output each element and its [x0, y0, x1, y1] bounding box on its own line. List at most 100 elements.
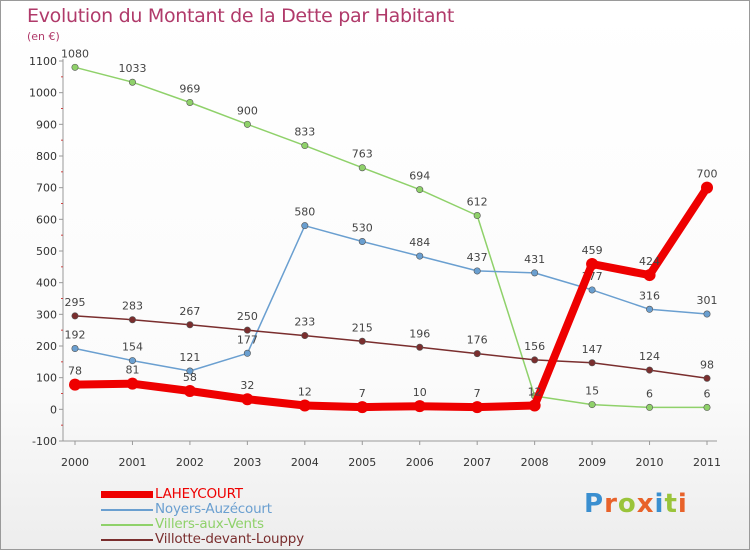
logo-letter: i	[654, 489, 665, 519]
data-label: 10	[413, 386, 427, 399]
data-point	[71, 63, 79, 71]
data-label: 156	[524, 340, 545, 353]
data-label: 215	[352, 321, 373, 334]
data-point	[531, 269, 539, 277]
data-point	[183, 384, 196, 397]
data-point	[358, 337, 366, 345]
data-point	[588, 286, 596, 294]
data-point	[243, 326, 251, 334]
data-label: 192	[65, 329, 86, 342]
data-point	[646, 366, 654, 374]
logo-letter: r	[604, 489, 618, 519]
data-point	[416, 252, 424, 260]
legend-swatch	[101, 539, 153, 541]
data-label: 98	[700, 358, 714, 371]
series-line-noyers-auzecourt	[74, 224, 708, 372]
data-point	[473, 267, 481, 275]
data-label: 6	[646, 387, 653, 400]
data-label: 484	[409, 236, 430, 249]
y-tick-label: 0	[50, 403, 57, 416]
y-unit-label: (en €)	[27, 30, 60, 43]
data-label: 295	[65, 296, 86, 309]
data-label: 431	[524, 253, 545, 266]
data-label: 424	[639, 255, 660, 268]
data-label: 301	[697, 294, 718, 307]
y-tick-label: 100	[36, 372, 57, 385]
legend-label: LAHEYCOURT	[155, 486, 243, 502]
data-label: 147	[582, 343, 603, 356]
x-tick-label: 2000	[61, 456, 89, 469]
data-label: 154	[122, 341, 143, 354]
data-point	[703, 310, 711, 318]
data-label: 437	[467, 251, 488, 264]
data-point	[646, 403, 654, 411]
x-tick-label: 2009	[578, 456, 606, 469]
data-point	[586, 257, 599, 270]
logo-letter: o	[617, 489, 637, 519]
data-label: 233	[294, 316, 315, 329]
data-point	[473, 212, 481, 220]
data-point	[358, 238, 366, 246]
data-point	[588, 359, 596, 367]
x-tick-label: 2001	[118, 456, 146, 469]
data-point	[643, 269, 656, 282]
data-point	[69, 378, 81, 391]
data-label: 530	[352, 222, 373, 235]
data-label: 124	[639, 350, 660, 363]
data-point	[128, 78, 136, 86]
data-point	[588, 401, 596, 409]
data-point	[703, 374, 711, 382]
legend-label: Villotte-devant-Louppy	[155, 531, 304, 547]
y-tick-label: 300	[36, 308, 57, 321]
data-point	[128, 357, 136, 365]
data-label: 7	[359, 387, 366, 400]
data-point	[646, 305, 654, 313]
data-point	[471, 401, 484, 414]
data-label: 6	[704, 387, 711, 400]
data-point	[473, 350, 481, 358]
y-tick-label: 1100	[29, 55, 57, 68]
data-label: 1080	[61, 47, 89, 60]
data-label: 700	[697, 168, 718, 181]
data-label: 78	[68, 365, 82, 378]
y-tick-label: -100	[32, 435, 57, 448]
data-point	[358, 164, 366, 172]
series-line-villotte-devant-louppy	[74, 315, 708, 380]
legend-swatch	[101, 509, 153, 511]
data-label: 32	[240, 379, 254, 392]
legend-label: Villers-aux-Vents	[155, 516, 264, 532]
data-label: 196	[409, 327, 430, 340]
data-point	[241, 393, 254, 406]
data-label: 12	[528, 386, 542, 399]
data-label: 58	[183, 371, 197, 384]
data-point	[301, 222, 309, 230]
data-point	[298, 399, 311, 412]
data-label: 459	[582, 244, 603, 257]
data-point	[356, 401, 369, 414]
data-point	[186, 98, 194, 106]
data-label: 694	[409, 170, 430, 183]
x-tick-label: 2011	[693, 456, 721, 469]
data-point	[186, 367, 194, 375]
data-point	[531, 356, 539, 364]
legend-label: Noyers-Auzécourt	[155, 501, 272, 517]
data-point	[701, 181, 713, 194]
data-label: 763	[352, 148, 373, 161]
y-tick-label: 500	[36, 245, 57, 258]
data-label: 316	[639, 289, 660, 302]
data-label: 81	[125, 364, 139, 377]
data-point	[71, 345, 79, 353]
data-point	[413, 400, 426, 413]
data-label: 121	[179, 351, 200, 364]
data-label: 900	[237, 104, 258, 117]
data-point	[243, 349, 251, 357]
x-tick-label: 2010	[636, 456, 664, 469]
y-tick-label: 700	[36, 182, 57, 195]
data-label: 283	[122, 300, 143, 313]
data-point	[126, 377, 139, 390]
x-tick-label: 2003	[233, 456, 261, 469]
legend-swatch	[101, 491, 153, 498]
x-tick-label: 2007	[463, 456, 491, 469]
